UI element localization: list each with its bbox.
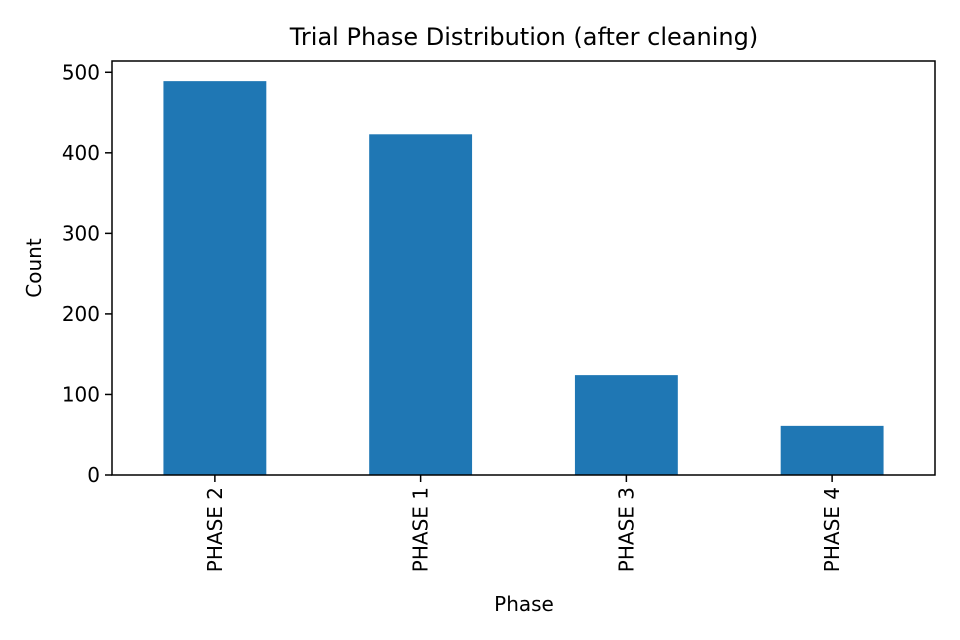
bar-phase-4 <box>780 425 884 475</box>
x-tick-label: PHASE 3 <box>614 487 638 572</box>
y-tick-label: 300 <box>62 221 100 245</box>
bar-phase-3 <box>574 375 678 475</box>
x-axis-ticks: PHASE 2 PHASE 1 PHASE 3 PHASE 4 <box>203 475 844 572</box>
y-tick-label: 200 <box>62 302 100 326</box>
y-tick-label: 400 <box>62 141 100 165</box>
bar-phase-1 <box>369 134 473 475</box>
plot-area-frame <box>111 60 936 476</box>
y-axis-label: Count <box>22 238 46 298</box>
chart-title: Trial Phase Distribution (after cleaning… <box>289 23 758 51</box>
y-tick-label: 100 <box>62 382 100 406</box>
y-tick-label: 500 <box>62 60 100 84</box>
x-axis-label: Phase <box>494 592 554 616</box>
bars-layer <box>163 81 884 476</box>
y-axis-ticks: 0 100 200 300 400 500 <box>62 60 112 487</box>
y-tick-label: 0 <box>87 463 100 487</box>
x-tick-label: PHASE 1 <box>409 487 433 572</box>
bar-phase-2 <box>163 81 267 476</box>
x-tick-label: PHASE 4 <box>820 487 844 572</box>
x-tick-label: PHASE 2 <box>203 487 227 572</box>
